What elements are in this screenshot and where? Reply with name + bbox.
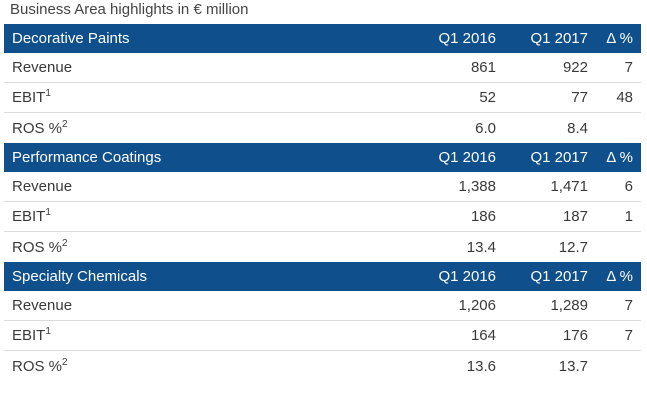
section-specialty-chemicals: Specialty Chemicals Q1 2016 Q1 2017 Δ % … — [4, 262, 641, 381]
section-title: Specialty Chemicals — [12, 268, 148, 285]
col-header-q1-2016: Q1 2016 — [438, 149, 496, 166]
section-title: Performance Coatings — [12, 149, 162, 166]
row-label: EBIT1 — [12, 326, 51, 345]
table-row: Revenue 1,206 1,289 7 — [4, 291, 641, 321]
table-row: Revenue 1,388 1,471 6 — [4, 172, 641, 202]
table-row: ROS %2 13.4 12.7 — [4, 232, 641, 262]
cell-delta: 48 — [616, 89, 633, 106]
row-label: Revenue — [12, 59, 73, 76]
business-area-table: Decorative Paints Q1 2016 Q1 2017 Δ % Re… — [4, 24, 641, 381]
table-row: Revenue 861 922 7 — [4, 53, 641, 83]
cell-delta: 6 — [624, 178, 633, 195]
cell-q1-2016: 13.4 — [466, 238, 496, 256]
cell-q1-2016: 6.0 — [475, 119, 496, 137]
row-label: ROS %2 — [12, 356, 68, 375]
cell-delta: 7 — [624, 297, 633, 314]
cell-q1-2016: 1,388 — [458, 178, 496, 195]
cell-q1-2017: 176 — [562, 327, 588, 344]
row-label: ROS %2 — [12, 237, 68, 256]
col-header-q1-2017: Q1 2017 — [530, 268, 588, 285]
cell-delta: 1 — [624, 208, 633, 225]
cell-q1-2016: 861 — [470, 59, 496, 76]
table-row: EBIT1 164 176 7 — [4, 321, 641, 351]
row-label: Revenue — [12, 297, 73, 314]
col-header-q1-2017: Q1 2017 — [530, 30, 588, 47]
row-label: ROS %2 — [12, 118, 68, 137]
col-header-q1-2017: Q1 2017 — [530, 149, 588, 166]
table-row: EBIT1 52 77 48 — [4, 83, 641, 113]
section-header: Performance Coatings Q1 2016 Q1 2017 Δ % — [4, 143, 641, 172]
cell-q1-2017: 8.4 — [567, 119, 588, 137]
section-decorative-paints: Decorative Paints Q1 2016 Q1 2017 Δ % Re… — [4, 24, 641, 143]
cell-q1-2016: 13.6 — [466, 357, 496, 375]
row-label: Revenue — [12, 178, 73, 195]
cell-q1-2016: 1,206 — [458, 297, 496, 314]
table-row: EBIT1 186 187 1 — [4, 202, 641, 232]
row-label: EBIT1 — [12, 207, 51, 226]
cell-q1-2016: 186 — [470, 208, 496, 225]
cell-q1-2016: 164 — [470, 327, 496, 344]
cell-q1-2017: 1,471 — [550, 178, 588, 195]
cell-delta: 7 — [624, 59, 633, 76]
table-caption: Business Area highlights in € million — [10, 1, 249, 18]
row-label: EBIT1 — [12, 88, 51, 107]
col-header-q1-2016: Q1 2016 — [438, 268, 496, 285]
col-header-delta: Δ % — [606, 149, 633, 166]
cell-q1-2017: 1,289 — [550, 297, 588, 314]
cell-delta: 7 — [624, 327, 633, 344]
cell-q1-2016: 52 — [479, 89, 496, 106]
table-row: ROS %2 6.0 8.4 — [4, 113, 641, 143]
section-title: Decorative Paints — [12, 30, 130, 47]
col-header-delta: Δ % — [606, 30, 633, 47]
section-performance-coatings: Performance Coatings Q1 2016 Q1 2017 Δ %… — [4, 143, 641, 262]
col-header-q1-2016: Q1 2016 — [438, 30, 496, 47]
section-header: Specialty Chemicals Q1 2016 Q1 2017 Δ % — [4, 262, 641, 291]
cell-q1-2017: 13.7 — [558, 357, 588, 375]
cell-q1-2017: 922 — [562, 59, 588, 76]
cell-q1-2017: 12.7 — [558, 238, 588, 256]
cell-q1-2017: 187 — [562, 208, 588, 225]
col-header-delta: Δ % — [606, 268, 633, 285]
cell-q1-2017: 77 — [571, 89, 588, 106]
table-row: ROS %2 13.6 13.7 — [4, 351, 641, 381]
section-header: Decorative Paints Q1 2016 Q1 2017 Δ % — [4, 24, 641, 53]
